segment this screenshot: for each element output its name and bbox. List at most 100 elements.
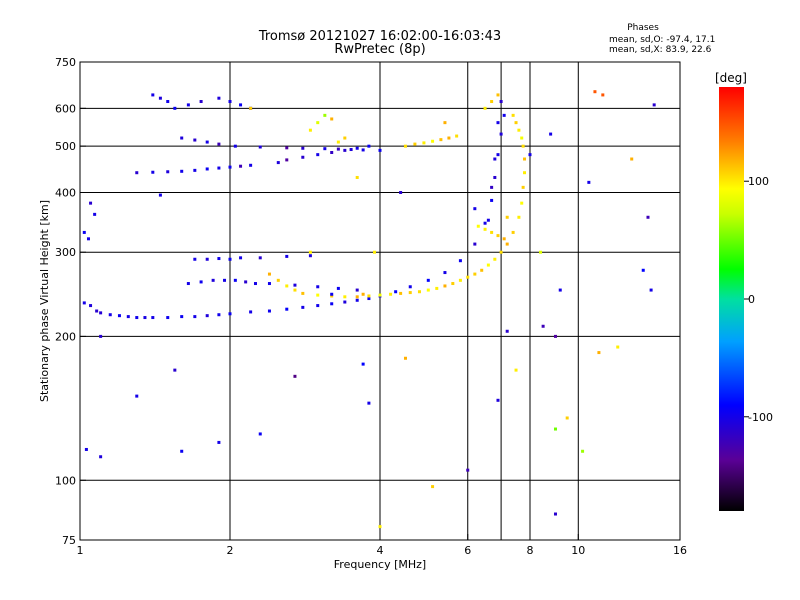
data-point bbox=[308, 250, 312, 254]
colorbar-tick-label: 0 bbox=[748, 293, 755, 306]
data-point bbox=[565, 416, 569, 420]
data-point bbox=[239, 256, 243, 260]
data-point bbox=[316, 293, 320, 297]
data-point bbox=[483, 106, 487, 110]
data-point bbox=[343, 148, 347, 152]
data-point bbox=[476, 224, 480, 228]
data-point bbox=[521, 185, 525, 189]
data-point bbox=[403, 356, 407, 360]
data-point bbox=[505, 329, 509, 333]
data-point bbox=[517, 215, 521, 219]
data-point bbox=[180, 136, 184, 140]
stats-x-line: mean, sd,X: 83.9, 22.6 bbox=[609, 45, 712, 55]
data-point bbox=[455, 134, 459, 138]
data-point bbox=[308, 128, 312, 132]
data-point bbox=[431, 139, 435, 143]
data-point bbox=[293, 283, 297, 287]
data-point bbox=[253, 282, 257, 286]
data-point bbox=[511, 230, 515, 234]
x-tick-label: 4 bbox=[377, 544, 384, 557]
data-point bbox=[205, 314, 209, 318]
data-point bbox=[151, 170, 155, 174]
data-point bbox=[505, 242, 509, 246]
data-point bbox=[558, 288, 562, 292]
y-tick-label: 500 bbox=[55, 140, 76, 153]
data-point bbox=[89, 304, 93, 308]
data-point bbox=[616, 345, 620, 349]
data-point bbox=[473, 207, 477, 211]
data-point bbox=[373, 250, 377, 254]
data-point bbox=[135, 171, 139, 175]
data-point bbox=[126, 315, 130, 319]
data-point bbox=[330, 294, 334, 298]
data-point bbox=[483, 221, 487, 225]
data-point bbox=[511, 113, 515, 117]
data-point bbox=[367, 294, 371, 298]
data-point bbox=[180, 449, 184, 453]
data-point bbox=[499, 250, 503, 254]
data-point bbox=[285, 307, 289, 311]
y-tick-label: 750 bbox=[55, 56, 76, 69]
data-point bbox=[426, 288, 430, 292]
data-point bbox=[349, 148, 353, 152]
data-point bbox=[443, 271, 447, 275]
data-point bbox=[646, 215, 650, 219]
data-point bbox=[108, 313, 112, 317]
data-point bbox=[361, 148, 365, 152]
data-point bbox=[267, 309, 271, 313]
data-point bbox=[258, 432, 262, 436]
data-point bbox=[193, 257, 197, 261]
data-point bbox=[258, 145, 262, 149]
data-point bbox=[458, 278, 462, 282]
data-point bbox=[473, 242, 477, 246]
x-tick-label: 10 bbox=[571, 544, 585, 557]
data-point bbox=[211, 278, 215, 282]
data-point bbox=[496, 153, 500, 157]
data-point bbox=[99, 334, 103, 338]
data-point bbox=[233, 278, 237, 282]
data-point bbox=[158, 96, 162, 100]
chart-title: Tromsø 20121027 16:02:00-16:03:43 bbox=[258, 29, 501, 44]
data-point bbox=[367, 401, 371, 405]
data-point bbox=[408, 291, 412, 295]
data-point bbox=[597, 351, 601, 355]
data-point bbox=[308, 254, 312, 258]
data-point bbox=[486, 263, 490, 267]
data-point bbox=[523, 171, 527, 175]
data-point bbox=[553, 427, 557, 431]
data-point bbox=[301, 146, 305, 150]
data-point bbox=[520, 201, 524, 205]
data-point bbox=[336, 286, 340, 290]
data-point bbox=[541, 324, 545, 328]
data-point bbox=[355, 298, 359, 302]
data-point bbox=[223, 278, 227, 282]
data-point bbox=[431, 485, 435, 489]
data-point bbox=[439, 138, 443, 142]
data-point bbox=[285, 284, 289, 288]
data-point bbox=[228, 312, 232, 316]
data-point bbox=[180, 315, 184, 319]
data-point bbox=[539, 250, 543, 254]
colorbar-label: [deg] bbox=[715, 71, 747, 85]
data-point bbox=[239, 103, 243, 107]
data-point bbox=[378, 525, 382, 529]
data-point bbox=[217, 440, 221, 444]
data-point bbox=[408, 285, 412, 289]
data-point bbox=[228, 100, 232, 104]
data-point bbox=[99, 311, 103, 315]
data-point bbox=[361, 292, 365, 296]
data-point bbox=[330, 302, 334, 306]
data-point bbox=[483, 227, 487, 231]
data-point bbox=[458, 259, 462, 263]
data-point bbox=[343, 136, 347, 140]
data-point bbox=[330, 117, 334, 121]
data-point bbox=[336, 140, 340, 144]
data-point bbox=[343, 300, 347, 304]
data-point bbox=[117, 314, 121, 318]
data-point bbox=[193, 138, 197, 142]
data-point bbox=[82, 301, 86, 305]
data-point bbox=[493, 157, 497, 161]
x-tick-label: 6 bbox=[464, 544, 471, 557]
grid-lines bbox=[80, 62, 680, 540]
data-point bbox=[249, 106, 253, 110]
